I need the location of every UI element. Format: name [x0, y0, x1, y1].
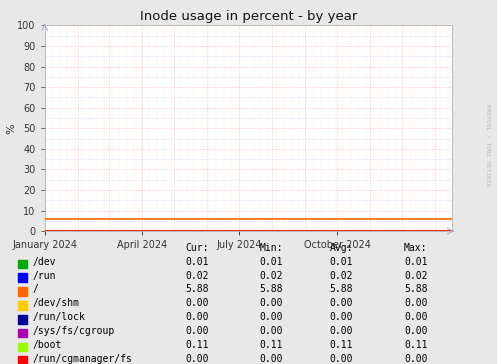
Text: Max:: Max: — [404, 243, 427, 253]
Text: 0.00: 0.00 — [185, 326, 209, 336]
Text: Avg:: Avg: — [330, 243, 353, 253]
Text: 0.02: 0.02 — [260, 271, 283, 281]
Text: /sys/fs/cgroup: /sys/fs/cgroup — [33, 326, 115, 336]
Text: 0.00: 0.00 — [260, 298, 283, 308]
Text: 0.11: 0.11 — [404, 340, 427, 350]
Text: 0.01: 0.01 — [330, 257, 353, 267]
Text: 5.88: 5.88 — [185, 285, 209, 294]
Text: 0.01: 0.01 — [260, 257, 283, 267]
Title: Inode usage in percent - by year: Inode usage in percent - by year — [140, 10, 357, 23]
Text: /run/lock: /run/lock — [33, 312, 85, 322]
Text: Min:: Min: — [260, 243, 283, 253]
Text: 0.00: 0.00 — [185, 298, 209, 308]
Text: 0.00: 0.00 — [260, 326, 283, 336]
Text: 0.00: 0.00 — [260, 312, 283, 322]
Text: /dev/shm: /dev/shm — [33, 298, 80, 308]
Text: RRDTOOL / TOBI OETIKER: RRDTOOL / TOBI OETIKER — [486, 104, 491, 187]
Text: 0.00: 0.00 — [330, 298, 353, 308]
Text: 0.00: 0.00 — [404, 326, 427, 336]
Text: 5.88: 5.88 — [404, 285, 427, 294]
Text: 0.02: 0.02 — [330, 271, 353, 281]
Text: /run/cgmanager/fs: /run/cgmanager/fs — [33, 354, 133, 364]
Text: 0.00: 0.00 — [260, 354, 283, 364]
Text: 0.00: 0.00 — [330, 354, 353, 364]
Text: 5.88: 5.88 — [260, 285, 283, 294]
Text: 0.00: 0.00 — [404, 312, 427, 322]
Text: /boot: /boot — [33, 340, 62, 350]
Text: 0.00: 0.00 — [404, 298, 427, 308]
Text: 0.02: 0.02 — [185, 271, 209, 281]
Text: 0.01: 0.01 — [185, 257, 209, 267]
Text: 0.01: 0.01 — [404, 257, 427, 267]
Text: 0.00: 0.00 — [185, 354, 209, 364]
Text: 5.88: 5.88 — [330, 285, 353, 294]
Text: /dev: /dev — [33, 257, 56, 267]
Text: 0.00: 0.00 — [330, 312, 353, 322]
Text: /: / — [33, 285, 39, 294]
Text: 0.00: 0.00 — [185, 312, 209, 322]
Text: 0.00: 0.00 — [404, 354, 427, 364]
Text: 0.00: 0.00 — [330, 326, 353, 336]
Text: 0.11: 0.11 — [330, 340, 353, 350]
Text: /run: /run — [33, 271, 56, 281]
Text: 0.11: 0.11 — [185, 340, 209, 350]
Y-axis label: %: % — [6, 123, 16, 134]
Text: 0.11: 0.11 — [260, 340, 283, 350]
Text: 0.02: 0.02 — [404, 271, 427, 281]
Text: Cur:: Cur: — [185, 243, 209, 253]
